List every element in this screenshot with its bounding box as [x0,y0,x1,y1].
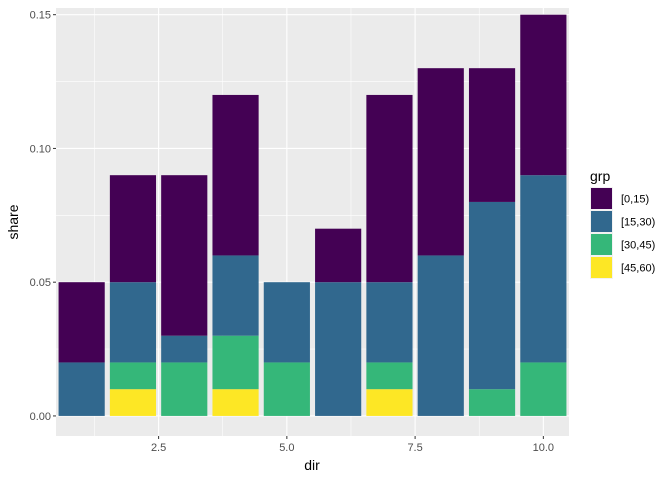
y-axis-title: share [5,204,21,239]
bar-segment [315,282,362,416]
bar-segment [212,335,259,390]
x-tick-label: 7.5 [407,442,422,454]
bar-segment [109,282,157,363]
bar-segment [212,255,259,336]
bar-segment [109,362,157,390]
legend-swatch [591,257,612,278]
legend-swatch [591,234,612,255]
bar-segment [417,255,464,416]
x-axis-title: dir [304,457,320,473]
bar-segment [315,228,362,283]
bar-segment [109,389,157,416]
legend-label: [30,45) [621,240,655,252]
bar-segment [161,175,208,336]
y-axis: 0.00 0.05 0.10 0.15 [30,10,56,423]
bar-segment [366,282,413,363]
bar-segment [468,201,516,390]
bar-segment [366,389,413,416]
x-tick-label: 5.0 [279,442,294,454]
bar-segment [366,362,413,390]
legend-swatch [591,188,612,209]
x-tick-label: 2.5 [151,442,166,454]
bar-segment [520,362,567,416]
bar-segment [520,14,567,176]
y-tick-label: 0.05 [30,277,51,289]
bar-segment [58,362,105,416]
y-tick-label: 0.15 [30,10,51,22]
bar-segment [468,389,516,416]
x-tick-label: 10.0 [533,442,554,454]
legend-label: [45,60) [621,263,655,275]
bar-segment [161,362,208,416]
legend-title: grp [590,168,610,184]
bar-segment [58,282,105,363]
bar-segment [263,362,310,416]
bar-segment [212,94,259,256]
bar-segment [161,335,208,363]
x-axis: 2.5 5.0 7.5 10.0 [151,436,554,454]
bars [58,14,567,416]
bar-segment [468,68,516,202]
bar-segment [109,175,157,283]
legend: grp [0,15) [15,30) [30,45) [45,60) [590,168,655,279]
legend-label: [15,30) [621,217,655,229]
bar-segment [520,175,567,363]
bar-segment [417,68,464,256]
legend-label: [0,15) [621,194,649,206]
bar-segment [366,94,413,283]
bar-segment [212,389,259,416]
y-tick-label: 0.00 [30,411,51,423]
y-tick-label: 0.10 [30,143,51,155]
legend-swatch [591,211,612,232]
bar-segment [263,282,310,363]
